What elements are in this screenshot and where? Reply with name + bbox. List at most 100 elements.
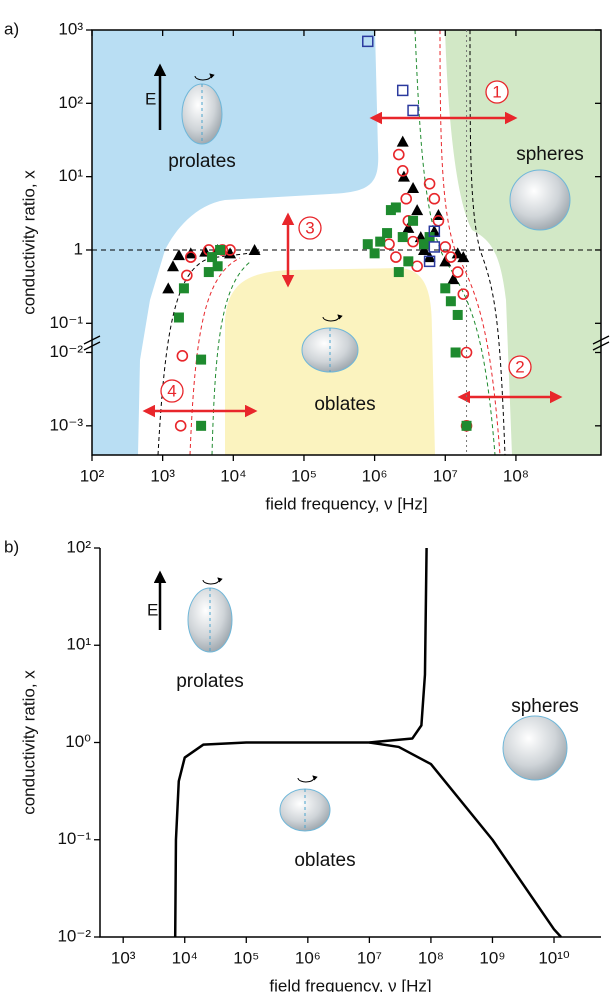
point: [408, 215, 419, 226]
y-tick-label: 10²: [58, 93, 83, 112]
point: [457, 251, 470, 263]
point: [362, 35, 374, 48]
x-tick-label: 10⁵: [291, 466, 317, 485]
prolate-region: [92, 30, 379, 455]
point: [162, 282, 175, 294]
annotation: 3: [305, 218, 314, 237]
marker-circle: [508, 355, 532, 379]
plot-frame: [91, 29, 602, 456]
point: [418, 243, 431, 255]
y-tick-label: 10⁻²: [49, 342, 83, 361]
point: [450, 347, 461, 358]
point: [212, 261, 223, 272]
annotation: prolates: [168, 151, 236, 172]
point: [176, 350, 189, 362]
point: [166, 260, 179, 272]
point: [461, 420, 472, 431]
point: [445, 296, 456, 307]
panel-label: a): [4, 19, 19, 38]
point: [400, 192, 413, 205]
point: [397, 232, 408, 243]
point: [457, 288, 470, 300]
y-tick-label: 10³: [58, 19, 83, 38]
rotation: [322, 314, 343, 322]
point: [423, 177, 436, 190]
point: [203, 267, 214, 278]
y-tick-label: 10⁻³: [49, 415, 83, 434]
point: [423, 255, 436, 268]
point: [428, 225, 441, 238]
point: [419, 239, 430, 250]
y-axis-label: conductivity ratio, x: [19, 670, 38, 815]
x-tick-label: 10⁶: [362, 466, 388, 485]
marker-circle: [160, 379, 184, 403]
x-tick-label: 10⁸: [503, 466, 529, 485]
annotation: spheres: [516, 144, 584, 165]
point: [375, 236, 386, 247]
x-tick-label: 10¹⁰: [538, 948, 570, 967]
point: [411, 204, 424, 216]
annotation: E: [145, 89, 156, 108]
point: [181, 269, 193, 282]
x-tick-label: 10³: [111, 948, 136, 967]
point: [439, 241, 452, 253]
annotation: oblates: [294, 850, 355, 871]
annotation: prolates: [176, 671, 244, 692]
point: [215, 244, 226, 255]
point: [196, 420, 207, 431]
annotation: 4: [167, 381, 176, 400]
point: [369, 248, 380, 259]
point: [396, 84, 409, 97]
x-tick-label: 10⁹: [479, 948, 505, 967]
point: [178, 283, 189, 294]
point: [396, 135, 409, 147]
point: [184, 251, 197, 263]
point: [440, 283, 451, 294]
y-tick-label: 10⁻²: [57, 926, 91, 945]
point: [451, 266, 464, 278]
y-tick-label: 10¹: [58, 166, 83, 185]
point: [224, 247, 237, 259]
point: [172, 249, 185, 261]
annotation: 2: [515, 357, 524, 376]
point: [174, 420, 187, 432]
point: [393, 148, 405, 161]
point: [452, 309, 463, 320]
sphere-shape: [509, 169, 571, 231]
x-tick-label: 10⁴: [172, 948, 198, 967]
point: [445, 251, 457, 263]
x-tick-label: 10⁴: [220, 466, 246, 485]
point: [428, 241, 441, 253]
point: [402, 221, 415, 233]
sphere-shape: [502, 715, 568, 781]
point: [382, 228, 393, 239]
line: [369, 741, 562, 938]
line: [173, 547, 428, 938]
y-tick-label: 1: [74, 239, 83, 258]
annotation: 1: [492, 82, 501, 101]
annotation: E: [147, 600, 158, 619]
y-tick-label: 10¹: [66, 635, 91, 654]
point: [396, 165, 409, 177]
point: [407, 104, 419, 117]
fit-curve: [157, 251, 261, 455]
point: [428, 192, 441, 205]
point: [362, 239, 373, 250]
y-tick-label: 10⁰: [65, 732, 91, 751]
rotation: [202, 577, 223, 585]
x-tick-label: 10³: [150, 466, 175, 485]
point: [403, 256, 414, 267]
point: [207, 252, 218, 263]
marker-circle: [485, 80, 509, 104]
point: [248, 243, 261, 255]
x-axis-label: field frequency, ν [Hz]: [269, 976, 431, 992]
x-axis-label: field frequency, ν [Hz]: [265, 494, 427, 513]
annotation: spheres: [511, 696, 579, 717]
y-tick-label: 10⁻¹: [49, 313, 83, 332]
x-tick-label: 10⁵: [233, 948, 259, 967]
x-tick-label: 10⁷: [433, 466, 458, 485]
point: [390, 202, 401, 213]
x-tick-label: 10²: [80, 466, 105, 485]
point: [393, 267, 404, 278]
